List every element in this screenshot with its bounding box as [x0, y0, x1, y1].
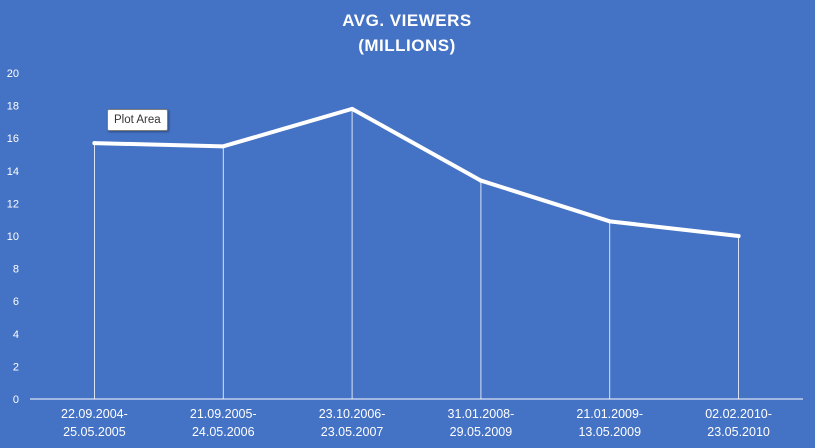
plot-area-tooltip: Plot Area [107, 109, 168, 131]
data-point[interactable] [221, 144, 226, 149]
x-tick-label: 21.09.2005- [190, 407, 257, 421]
y-tick-label: 16 [7, 133, 19, 145]
data-point[interactable] [92, 141, 97, 146]
chart-title: AVG. VIEWERS (MILLIONS) [342, 11, 471, 55]
data-point[interactable] [607, 219, 612, 224]
y-tick-label: 12 [7, 198, 19, 210]
y-tick-label: 20 [7, 68, 19, 80]
y-tick-label: 2 [13, 361, 19, 373]
chart-title-line-2: (MILLIONS) [358, 36, 456, 55]
x-axis-labels: 22.09.2004- 25.05.2005 21.09.2005- 24.05.20… [61, 407, 772, 439]
x-tick-label: 23.05.2010 [707, 425, 770, 439]
x-tick-label: 02.02.2010- [705, 407, 772, 421]
series [92, 106, 741, 238]
data-point[interactable] [478, 178, 483, 183]
series-line[interactable] [92, 106, 741, 238]
x-tick-label: 13.05.2009 [578, 425, 641, 439]
chart-title-line-1: AVG. VIEWERS [342, 11, 471, 30]
x-tick-label: 23.05.2007 [321, 425, 384, 439]
x-tick-label: 29.05.2009 [450, 425, 513, 439]
y-tick-label: 6 [13, 296, 19, 308]
x-tick-label: 23.10.2006- [319, 407, 386, 421]
y-tick-label: 18 [7, 101, 19, 113]
y-tick-label: 0 [13, 394, 19, 406]
x-tick-label: 25.05.2005 [63, 425, 126, 439]
data-point[interactable] [350, 106, 355, 111]
y-axis: 0 2 4 6 8 10 12 14 16 18 20 [7, 68, 19, 406]
drop-lines [94, 108, 739, 399]
x-tick-label: 24.05.2006 [192, 425, 255, 439]
y-tick-label: 14 [7, 166, 19, 178]
y-tick-label: 8 [13, 264, 19, 276]
x-tick-label: 31.01.2008- [448, 407, 515, 421]
x-tick-label: 21.01.2009- [576, 407, 643, 421]
data-point[interactable] [736, 234, 741, 238]
y-tick-label: 4 [13, 329, 19, 341]
x-tick-label: 22.09.2004- [61, 407, 128, 421]
y-tick-label: 10 [7, 231, 19, 243]
